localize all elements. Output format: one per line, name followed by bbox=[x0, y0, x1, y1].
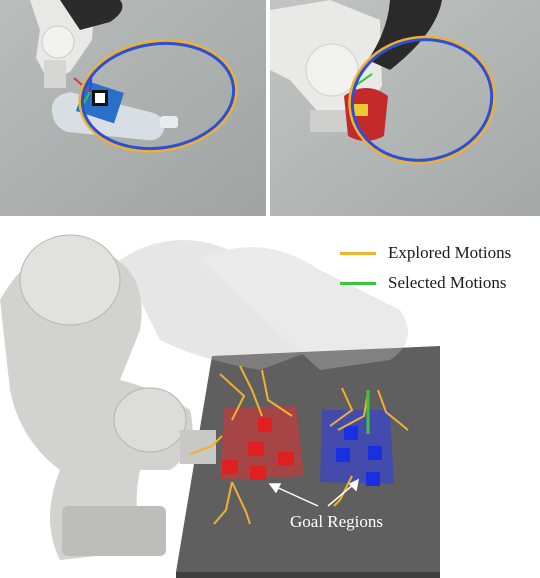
legend-label-explored: Explored Motions bbox=[388, 243, 512, 262]
goal-arrows bbox=[268, 478, 360, 507]
goal-regions-label: Goal Regions bbox=[290, 512, 384, 531]
table-top bbox=[176, 346, 440, 572]
robot-arm-main bbox=[0, 234, 216, 561]
traced-ellipse-right bbox=[348, 35, 496, 165]
legend-label-selected: Selected Motions bbox=[388, 273, 507, 292]
legend: Explored Motions Selected Motions bbox=[340, 240, 540, 300]
legend-item-selected: Selected Motions bbox=[340, 270, 540, 296]
photo-right-cup-grasp bbox=[270, 0, 540, 216]
robot-arm-left bbox=[30, 0, 123, 88]
explored-motions bbox=[189, 365, 409, 525]
photo-left-bottle-grasp bbox=[0, 0, 266, 216]
red-goal-region bbox=[220, 406, 304, 480]
blue-goal-region bbox=[320, 410, 394, 486]
simulation-render bbox=[0, 220, 540, 578]
legend-swatch-explored bbox=[340, 251, 376, 255]
traced-ellipse-left bbox=[78, 39, 238, 153]
legend-swatch-selected bbox=[340, 281, 376, 285]
ghost-robot-arms bbox=[120, 240, 408, 370]
legend-item-explored: Explored Motions bbox=[340, 240, 540, 266]
